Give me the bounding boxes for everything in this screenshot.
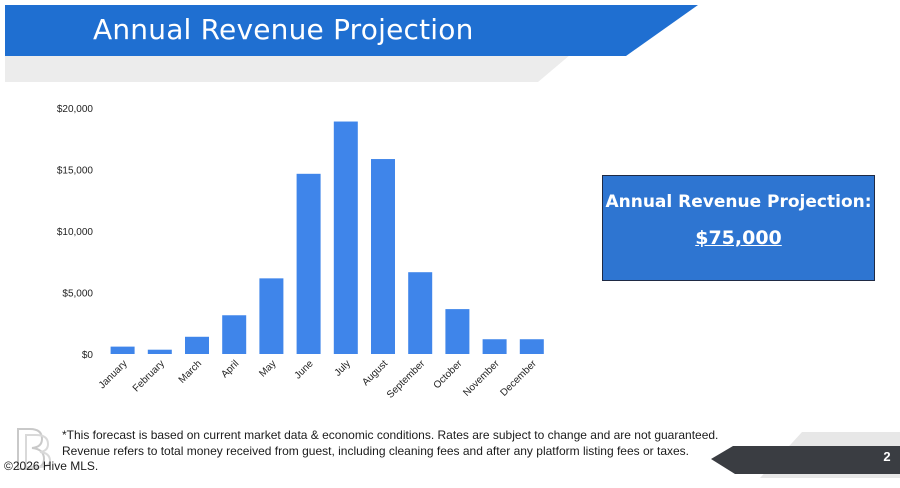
x-tick-label: March: [177, 358, 204, 385]
bar-september: [408, 272, 433, 354]
title-banner: [5, 5, 698, 56]
x-axis-ticks: January February March April May June July Augu…: [97, 358, 540, 401]
bar-january: [110, 346, 135, 354]
y-tick-label: $20,000: [57, 104, 94, 115]
x-tick-label: October: [432, 358, 465, 391]
bar-april: [222, 315, 247, 354]
bar-july: [333, 121, 358, 354]
x-tick-label: September: [385, 358, 428, 401]
page-tab: [711, 446, 900, 474]
y-tick-label: $10,000: [57, 227, 94, 238]
x-tick-label: June: [293, 358, 316, 381]
y-tick-label: $0: [82, 350, 94, 361]
x-tick-label: February: [131, 358, 167, 394]
mls-logo-icon: [17, 428, 52, 470]
revenue-summary-box: Annual Revenue Projection: $75,000: [602, 175, 875, 281]
x-tick-label: January: [97, 358, 130, 391]
bar-november: [482, 339, 507, 354]
y-tick-label: $15,000: [57, 166, 94, 177]
bar-june: [296, 173, 321, 354]
title-banner-shadow: [5, 55, 570, 82]
disclaimer-text: *This forecast is based on current marke…: [62, 428, 719, 458]
x-tick-label: November: [461, 358, 502, 399]
bar-may: [259, 278, 284, 354]
copyright-watermark: ©2026 Hive MLS.: [4, 459, 99, 473]
y-tick-label: $5,000: [62, 289, 93, 300]
bar-series: [110, 121, 544, 354]
summary-label: Annual Revenue Projection:: [605, 192, 872, 212]
x-tick-label: July: [333, 358, 353, 378]
x-tick-label: December: [499, 358, 540, 399]
page-number: 2: [883, 449, 891, 464]
summary-value: $75,000: [695, 227, 782, 249]
bar-august: [371, 159, 395, 354]
x-tick-label: May: [257, 358, 278, 379]
bar-october: [445, 309, 470, 354]
bar-february: [147, 349, 172, 354]
x-tick-label: August: [360, 358, 390, 388]
slide-title: Annual Revenue Projection: [93, 13, 474, 46]
bar-march: [185, 336, 209, 354]
y-axis-ticks: $0 $5,000 $10,000 $15,000 $20,000: [57, 104, 94, 361]
x-tick-label: April: [219, 358, 241, 380]
bar-december: [519, 339, 544, 354]
